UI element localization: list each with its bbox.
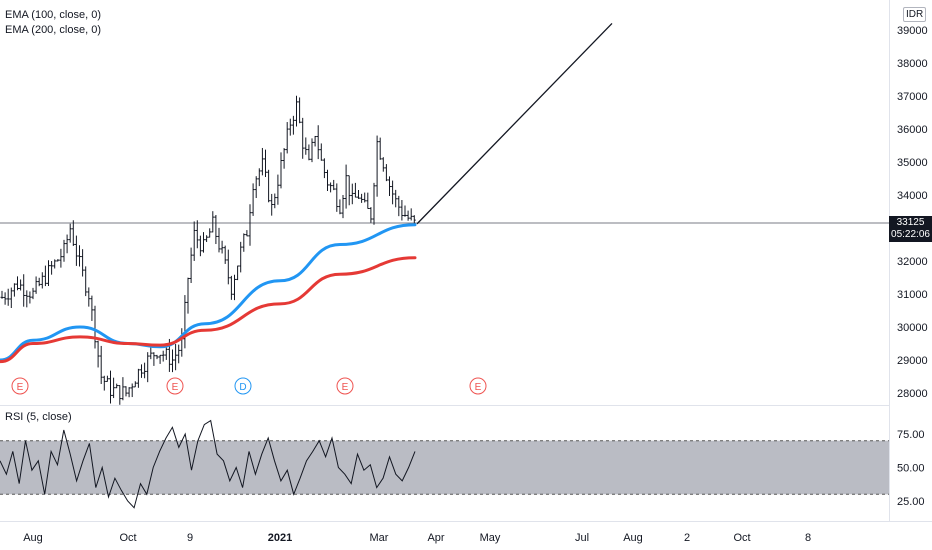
rsi-axis-ticks: 75.00 50.00 25.00: [897, 429, 925, 508]
bar-countdown: 05:22:06: [891, 229, 930, 240]
price-tick-label: 39000: [897, 25, 928, 37]
rsi-tick-label: 50.00: [897, 463, 925, 475]
event-marker-letter: E: [475, 382, 482, 393]
time-tick-label: Apr: [427, 532, 444, 544]
event-marker-letter: E: [342, 382, 349, 393]
dividend-marker: [234, 377, 252, 395]
price-tick-label: 35000: [897, 157, 928, 169]
ema200-line: [0, 256, 417, 364]
price-tick-label: 29000: [897, 355, 928, 367]
ohlc-bars: [0, 95, 416, 405]
time-tick-label: 2021: [268, 532, 292, 544]
price-tick-label: 38000: [897, 58, 928, 70]
currency-unit[interactable]: IDR: [903, 7, 927, 22]
time-tick-label: Oct: [733, 532, 750, 544]
rsi-tick-label: 25.00: [897, 496, 925, 508]
rsi-tick-label: 75.00: [897, 429, 925, 441]
time-tick-label: Oct: [119, 532, 136, 544]
earnings-marker: [166, 377, 184, 395]
rsi-legend-label[interactable]: RSI (5, close): [5, 411, 72, 423]
event-marker-letter: E: [172, 382, 179, 393]
price-tick-label: 32000: [897, 256, 928, 268]
event-marker-letter: D: [239, 382, 246, 393]
rsi-series-line: [0, 419, 416, 509]
time-tick-label: May: [480, 532, 501, 544]
time-tick-label: Aug: [623, 532, 643, 544]
price-tick-label: 31000: [897, 289, 928, 301]
price-tick-label: 34000: [897, 190, 928, 202]
earnings-marker: [469, 377, 487, 395]
earnings-marker: [336, 377, 354, 395]
price-tick-label: 37000: [897, 91, 928, 103]
time-tick-label: 9: [187, 532, 193, 544]
time-tick-label: 2: [684, 532, 690, 544]
time-tick-label: Jul: [575, 532, 589, 544]
time-tick-label: 8: [805, 532, 811, 544]
rsi-legend: RSI (5, close): [5, 410, 72, 425]
main-legend: EMA (100, close, 0) EMA (200, close, 0): [5, 8, 101, 38]
rsi-line: [0, 419, 416, 509]
trend-line-segment: [416, 22, 613, 225]
current-price-badge: 33125 05:22:06: [889, 216, 932, 242]
ema-lines: [0, 223, 417, 364]
price-axis-ticks: 39000 38000 37000 36000 35000 34000 32000 31000…: [897, 25, 928, 400]
price-tick-label: 30000: [897, 322, 928, 334]
current-price-value: 33125: [896, 217, 925, 228]
ema100-legend[interactable]: EMA (100, close, 0): [5, 9, 101, 21]
price-tick-label: 28000: [897, 388, 928, 400]
earnings-marker: [11, 377, 29, 395]
event-marker-letter: E: [17, 382, 24, 393]
time-tick-label: Mar: [370, 532, 389, 544]
ema200-legend[interactable]: EMA (200, close, 0): [5, 24, 101, 36]
time-tick-label: Aug: [23, 532, 43, 544]
rsi-band: [0, 440, 889, 495]
price-tick-label: 36000: [897, 124, 928, 136]
time-axis-ticks: Aug Oct 9 2021 Mar Apr May Jul Aug 2 Oct 8: [23, 532, 811, 544]
trend-line[interactable]: [416, 22, 613, 225]
